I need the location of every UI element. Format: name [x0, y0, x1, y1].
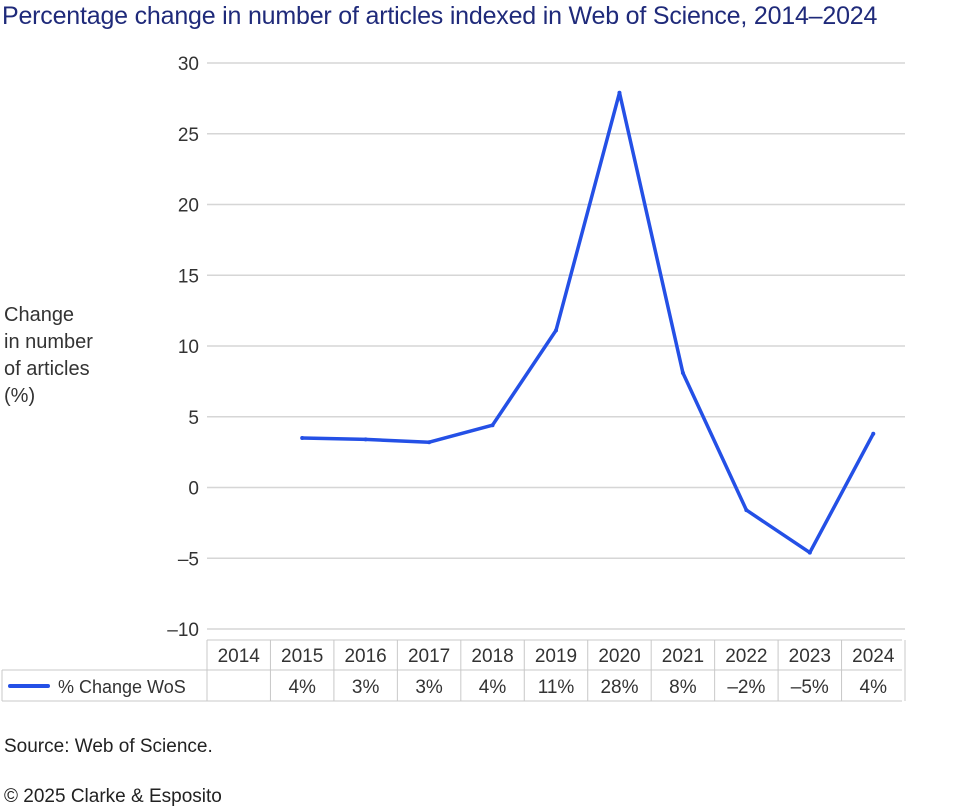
legend-label: % Change WoS: [58, 677, 186, 697]
y-axis-label-line: in number: [4, 331, 93, 353]
y-axis-label-line: Change: [4, 304, 75, 326]
y-tick-label: –10: [167, 620, 199, 641]
data-point: [871, 431, 876, 436]
y-axis-label: Change in number of articles (%): [4, 302, 114, 410]
data-point: [807, 550, 812, 555]
y-axis-label-line: (%): [4, 385, 36, 407]
data-label: 4%: [860, 677, 888, 698]
x-tick-label: 2014: [218, 646, 261, 667]
x-tick-label: 2018: [471, 646, 513, 667]
x-tick-label: 2024: [852, 646, 895, 667]
x-tick-label: 2016: [344, 646, 386, 667]
chart-title: Percentage change in number of articles …: [2, 2, 878, 30]
data-point: [427, 440, 432, 445]
x-tick-label: 2022: [725, 646, 767, 667]
y-tick-label: 10: [178, 337, 199, 358]
data-point: [490, 423, 495, 428]
data-point: [363, 437, 368, 442]
y-tick-label: 15: [178, 266, 199, 287]
y-tick-label: 25: [178, 125, 199, 146]
data-label: 4%: [288, 677, 316, 698]
copyright-note: © 2025 Clarke & Esposito: [4, 786, 222, 807]
y-tick-label: 20: [178, 196, 199, 217]
data-point: [300, 435, 305, 440]
x-tick-label: 2017: [408, 646, 450, 667]
x-tick-label: 2020: [598, 646, 640, 667]
data-label: 3%: [352, 677, 380, 698]
y-tick-label: –5: [178, 549, 199, 570]
data-label: –5%: [791, 677, 829, 698]
data-label: 11%: [538, 677, 575, 698]
x-tick-label: 2021: [662, 646, 704, 667]
x-tick-label: 2023: [789, 646, 831, 667]
x-tick-label: 2019: [535, 646, 577, 667]
data-point: [680, 370, 685, 375]
data-label: 3%: [415, 677, 443, 698]
data-point: [617, 90, 622, 95]
data-point: [744, 508, 749, 513]
y-tick-label: 30: [178, 54, 199, 75]
data-label: –2%: [727, 677, 765, 698]
source-note: Source: Web of Science.: [4, 736, 213, 757]
x-tick-label: 2015: [281, 646, 323, 667]
data-label: 4%: [479, 677, 507, 698]
series-line: [300, 90, 876, 555]
data-point: [554, 328, 558, 333]
y-axis-label-line: of articles: [4, 358, 90, 380]
data-label: 8%: [669, 677, 697, 698]
y-tick-label: 5: [188, 408, 199, 429]
data-label: 28%: [600, 677, 638, 698]
y-tick-label: 0: [188, 479, 199, 500]
